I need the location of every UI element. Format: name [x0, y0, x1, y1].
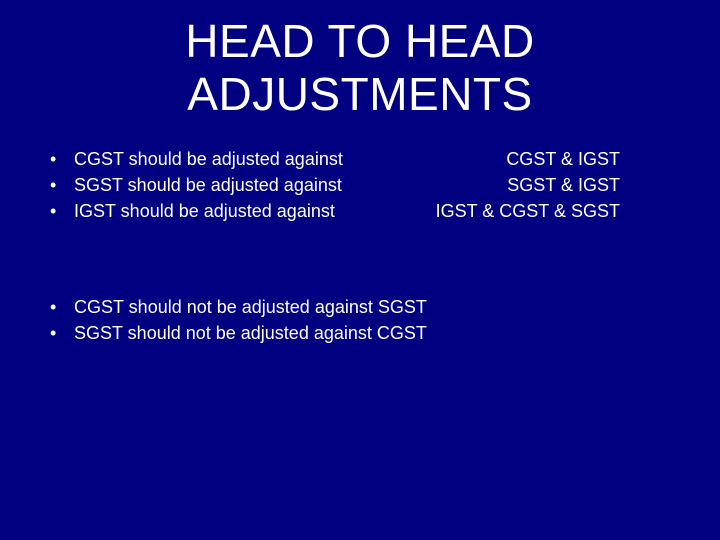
- bullet-text-right: IGST & CGST & SGST: [335, 198, 680, 224]
- spacer: [40, 224, 680, 294]
- bullet-icon: •: [50, 294, 74, 320]
- slide-container: HEAD TO HEAD ADJUSTMENTS • CGST should b…: [0, 0, 720, 540]
- bullet-text-right: SGST & IGST: [342, 172, 680, 198]
- title-line-2: ADJUSTMENTS: [187, 68, 532, 120]
- bullet-text: SGST should not be adjusted against CGST: [74, 320, 427, 346]
- list-item: • SGST should not be adjusted against CG…: [50, 320, 680, 346]
- bullet-text-left: IGST should be adjusted against: [74, 198, 335, 224]
- bullet-icon: •: [50, 320, 74, 346]
- title-line-1: HEAD TO HEAD: [185, 15, 534, 67]
- list-item: • CGST should be adjusted against CGST &…: [50, 146, 680, 172]
- bullet-section-2: • CGST should not be adjusted against SG…: [50, 294, 680, 346]
- bullet-icon: •: [50, 146, 74, 172]
- bullet-text-right: CGST & IGST: [343, 146, 680, 172]
- list-item: • IGST should be adjusted against IGST &…: [50, 198, 680, 224]
- slide-title: HEAD TO HEAD ADJUSTMENTS: [40, 15, 680, 121]
- bullet-text-left: SGST should be adjusted against: [74, 172, 342, 198]
- bullet-text-left: CGST should be adjusted against: [74, 146, 343, 172]
- bullet-section-1: • CGST should be adjusted against CGST &…: [50, 146, 680, 224]
- bullet-icon: •: [50, 172, 74, 198]
- bullet-icon: •: [50, 198, 74, 224]
- list-item: • SGST should be adjusted against SGST &…: [50, 172, 680, 198]
- list-item: • CGST should not be adjusted against SG…: [50, 294, 680, 320]
- bullet-text: CGST should not be adjusted against SGST: [74, 294, 427, 320]
